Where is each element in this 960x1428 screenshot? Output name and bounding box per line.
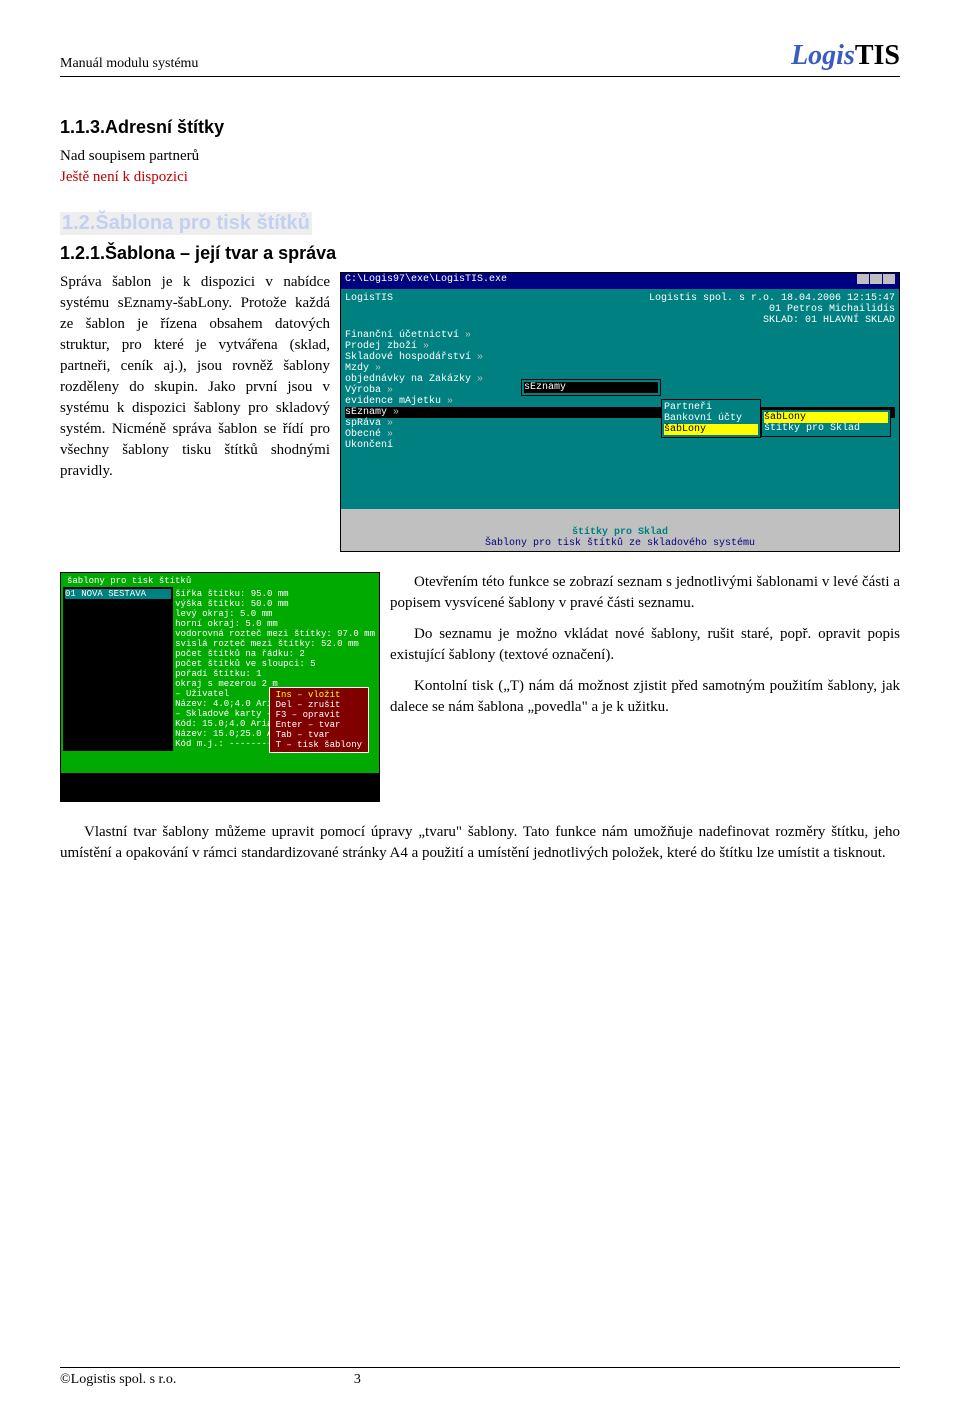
screenshot-menu: C:\Logis97\exe\LogisTIS.exe LogisTIS Log… — [340, 272, 900, 552]
menu-item: Ukončení — [345, 440, 895, 451]
status-sklad: SKLAD: 01 HLAVNÍ SKLAD — [649, 315, 895, 326]
heading-121: 1.2.1.Šablona – její tvar a správa — [60, 243, 900, 264]
text-113-1: Nad soupisem partnerů — [60, 146, 900, 167]
prop-line: svislá rozteč mezi štítky: 52.0 mm — [175, 639, 375, 649]
prop-line: šířka štítku: 95.0 mm — [175, 589, 375, 599]
para-open: Otevřením této funkce se zobrazí seznam … — [390, 572, 900, 614]
popup-item: Enter – tvar — [276, 720, 362, 730]
heading-113: 1.1.3.Adresní štítky — [60, 117, 900, 138]
prop-line: vodorovná rozteč mezi štítky: 97.0 mm — [175, 629, 375, 639]
para-tvar: Vlastní tvar šablony můžeme upravit pomo… — [60, 822, 900, 864]
manual-title: Manuál modulu systému — [60, 56, 198, 72]
popup-item: F3 – opravit — [276, 710, 362, 720]
window-titlebar: C:\Logis97\exe\LogisTIS.exe — [341, 273, 899, 289]
prop-line: horní okraj: 5.0 mm — [175, 619, 375, 629]
submenu-sablony: šabLony štítky pro Sklad — [761, 409, 891, 437]
submenu-seznamy: sEznamy — [521, 379, 661, 396]
prop-line: levý okraj: 5.0 mm — [175, 609, 375, 619]
prop-line: pořadí štítku: 1 — [175, 669, 375, 679]
para-insert: Do seznamu je možno vkládat nové šablony… — [390, 624, 900, 666]
template-list: 01 NOVA SESTAVA — [63, 587, 173, 751]
para-121: Správa šablon je k dispozici v nabídce s… — [60, 272, 330, 552]
popup-item: Ins – vložit — [276, 690, 362, 700]
prop-line: počet štítků na řádku: 2 — [175, 649, 375, 659]
menu-item: Finanční účetnictví — [345, 330, 895, 341]
submenu-seznamy-items: Partneři Bankovní účty šabLony — [661, 399, 761, 438]
status-date: Logistis spol. s r.o. 18.04.2006 12:15:4… — [649, 293, 895, 304]
titlebar-text: C:\Logis97\exe\LogisTIS.exe — [345, 274, 507, 288]
menu-item: Skladové hospodářství — [345, 352, 895, 363]
app-name: LogisTIS — [345, 293, 393, 326]
heading-12: 1.2.Šablona pro tisk štítků — [60, 212, 312, 235]
copyright: ©Logistis spol. s r.o. — [60, 1372, 176, 1388]
para-kontrol: Kontolní tisk („T) nám dá možnost zjisti… — [390, 676, 900, 718]
screenshot-list: šablony pro tisk štítků 01 NOVA SESTAVA … — [60, 572, 380, 802]
menu-item: evidence mAjetku — [345, 396, 895, 407]
window-buttons — [856, 274, 895, 288]
page-number: 3 — [176, 1372, 538, 1388]
menu-item: Mzdy — [345, 363, 895, 374]
prop-line: výška štítku: 50.0 mm — [175, 599, 375, 609]
page-footer: ©Logistis spol. s r.o. 3 — [60, 1367, 900, 1388]
page-header: Manuál modulu systému LogisTIS — [60, 40, 900, 77]
context-menu: Ins – vložitDel – zrušitF3 – opravitEnte… — [269, 687, 369, 753]
status-bar: štítky pro Sklad Šablony pro tisk štítků… — [341, 525, 899, 551]
popup-item: Del – zrušit — [276, 700, 362, 710]
status-user: 01 Petros Michailidís — [649, 304, 895, 315]
menu-item: Prodej zboží — [345, 341, 895, 352]
list-item: 01 NOVA SESTAVA — [65, 589, 171, 599]
popup-item: T – tisk šablony — [276, 740, 362, 750]
prop-line: počet štítků ve sloupci: 5 — [175, 659, 375, 669]
popup-item: Tab – tvar — [276, 730, 362, 740]
logo: LogisTIS — [791, 40, 900, 72]
text-113-2: Ještě není k dispozici — [60, 167, 900, 188]
panel-title: šablony pro tisk štítků — [63, 575, 377, 587]
